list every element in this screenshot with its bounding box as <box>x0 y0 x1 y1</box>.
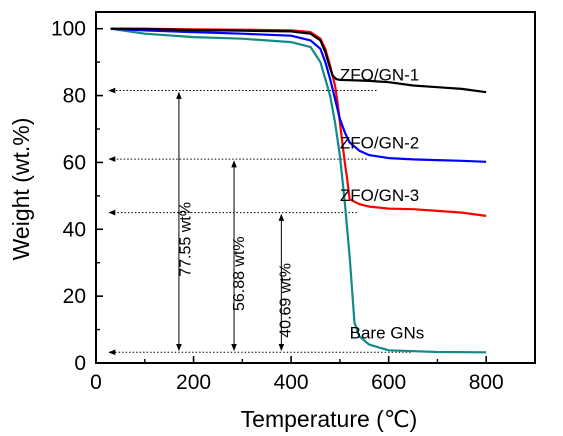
y-tick-label: 20 <box>63 285 86 308</box>
series-label-zfo-gn-2: ZFO/GN-2 <box>340 133 419 152</box>
axes: 0 200 400 600 800 0 20 40 60 80 100 <box>51 18 504 394</box>
mass-loss-label: 77.55 wt% <box>178 202 195 277</box>
x-tick-label: 0 <box>90 371 102 394</box>
y-tick-label: 60 <box>63 151 86 174</box>
plot-frame <box>95 11 536 364</box>
series-line-zfo-gn-1 <box>110 27 487 94</box>
annotations: 77.55 wt% 56.88 wt% 40.69 wt% <box>108 87 411 356</box>
mass-loss-label: 40.69 wt% <box>278 263 295 338</box>
y-tick-label: 40 <box>63 218 86 241</box>
mass-loss-label: 56.88 wt% <box>231 236 248 311</box>
x-tick-label: 600 <box>371 371 406 394</box>
y-tick-label: 100 <box>51 18 86 41</box>
series-label-zfo-gn-1: ZFO/GN-1 <box>340 66 419 85</box>
series-label-bare-gns: Bare GNs <box>350 324 425 343</box>
x-tick-label: 400 <box>274 371 309 394</box>
series-labels: ZFO/GN-1 ZFO/GN-2 ZFO/GN-3 Bare GNs <box>340 66 424 343</box>
series-line-zfo-gn-3 <box>110 27 487 217</box>
y-axis-label: Weight (wt.%) <box>8 118 34 261</box>
x-axis-label: Temperature (℃) <box>241 406 418 432</box>
plot-border <box>95 11 536 364</box>
x-tick-label: 800 <box>469 371 504 394</box>
series-line-bare-gns <box>110 27 487 354</box>
x-tick-label: 200 <box>176 371 211 394</box>
series-line-zfo-gn-2 <box>110 27 487 163</box>
series-lines <box>110 27 487 354</box>
y-tick-label: 80 <box>63 85 86 108</box>
series-label-zfo-gn-3: ZFO/GN-3 <box>340 186 419 205</box>
y-tick-label: 0 <box>74 352 86 375</box>
